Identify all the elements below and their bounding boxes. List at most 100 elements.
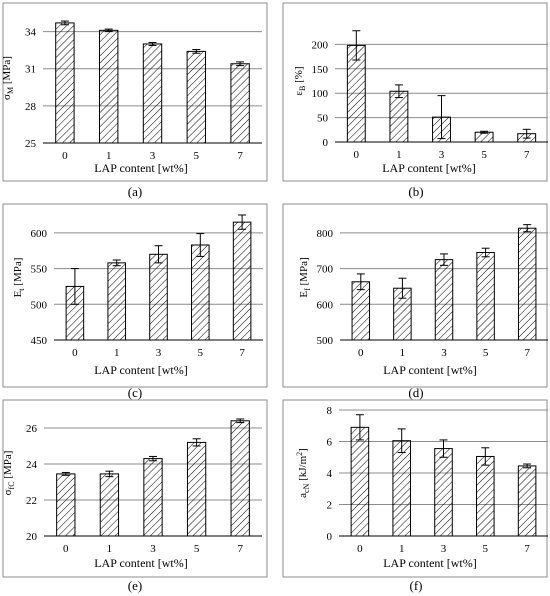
bar-7 bbox=[517, 465, 537, 537]
panel-frame bbox=[2, 399, 268, 578]
x-tick-label: 0 bbox=[357, 543, 363, 555]
y-axis-label: σfC [MPa] bbox=[2, 451, 16, 496]
panel-label: (e) bbox=[128, 578, 142, 593]
y-tick-label: 450 bbox=[31, 335, 48, 347]
bar-5 bbox=[476, 455, 495, 537]
panel-frame bbox=[282, 2, 548, 182]
chart-panel-f: 0 2 4 6 8 0 1 3 5 7 acN [kJ/m2] LAP content [wt%] (f… bbox=[282, 399, 548, 593]
x-axis-label: LAP content [wt%] bbox=[382, 161, 476, 175]
x-tick-label: 3 bbox=[439, 149, 445, 161]
chart-panel-b: 0 50 100 150 200 0 1 3 5 7 εB [%] LAP content [wt%]… bbox=[282, 2, 548, 199]
y-tick-label: 0 bbox=[323, 137, 329, 149]
x-tick-label: 5 bbox=[483, 543, 489, 555]
y-tick-label: 200 bbox=[312, 39, 329, 51]
y-tick-label: 600 bbox=[317, 299, 334, 311]
y-tick-label: 28 bbox=[25, 101, 37, 113]
bar-3 bbox=[143, 458, 163, 537]
bar-0 bbox=[56, 473, 76, 537]
x-axis-label: LAP content [wt%] bbox=[383, 556, 477, 570]
x-tick-label: 0 bbox=[72, 347, 78, 359]
x-axis-label: LAP content [wt%] bbox=[94, 161, 188, 175]
x-tick-label: 3 bbox=[150, 543, 156, 555]
y-axis-label: σM [MPa] bbox=[1, 56, 15, 100]
x-tick-label: 1 bbox=[399, 543, 405, 555]
y-tick-label: 20 bbox=[26, 531, 38, 543]
y-tick-label: 800 bbox=[317, 228, 334, 240]
y-tick-label: 100 bbox=[312, 88, 329, 100]
bar-0 bbox=[55, 22, 75, 144]
bar-7 bbox=[230, 420, 250, 537]
x-tick-label: 5 bbox=[198, 347, 204, 359]
x-tick-label: 3 bbox=[156, 347, 162, 359]
chart-panel-a: 25 28 31 34 0 1 3 5 7 σM [MPa] LAP content [wt%] (a… bbox=[1, 2, 268, 199]
panel-label: (a) bbox=[128, 184, 142, 199]
x-tick-label: 1 bbox=[106, 150, 112, 162]
y-tick-label: 25 bbox=[25, 138, 37, 150]
y-axis-label: εB [%] bbox=[293, 66, 307, 95]
chart-panel-c: 450 500 550 600 0 1 3 5 7 Et [MPa] LAP content [wt… bbox=[2, 203, 268, 400]
bar-3 bbox=[434, 448, 453, 537]
x-tick-label: 0 bbox=[354, 149, 360, 161]
x-tick-label: 1 bbox=[400, 347, 406, 359]
panel-frame bbox=[282, 399, 548, 578]
bar-5 bbox=[191, 244, 210, 341]
bar-1 bbox=[99, 473, 120, 537]
bar-3 bbox=[142, 43, 163, 144]
x-tick-label: 1 bbox=[114, 347, 120, 359]
y-tick-label: 600 bbox=[31, 228, 48, 240]
chart-panel-e: 20 22 24 26 0 1 3 5 7 σfC [MPa] LAP content [wt%] (… bbox=[2, 399, 268, 593]
y-tick-label: 0 bbox=[327, 531, 333, 543]
x-tick-label: 5 bbox=[194, 543, 200, 555]
y-tick-label: 26 bbox=[26, 423, 38, 435]
x-tick-label: 7 bbox=[239, 347, 245, 359]
y-tick-label: 8 bbox=[327, 405, 333, 417]
panel-frame bbox=[2, 2, 268, 182]
bar-5 bbox=[186, 50, 206, 144]
y-tick-label: 31 bbox=[25, 64, 36, 76]
x-tick-label: 7 bbox=[524, 149, 530, 161]
bar-7 bbox=[232, 221, 252, 341]
bar-1 bbox=[389, 90, 409, 143]
y-tick-label: 50 bbox=[317, 113, 329, 125]
y-tick-label: 22 bbox=[26, 495, 37, 507]
y-axis-label: Ef [MPa] bbox=[298, 257, 312, 297]
y-tick-label: 500 bbox=[317, 335, 334, 347]
y-axis-label: acN [kJ/m2] bbox=[295, 448, 311, 498]
y-tick-label: 4 bbox=[327, 468, 333, 480]
x-axis-label: LAP content [wt%] bbox=[383, 363, 477, 377]
chart-panel-d: 500 600 700 800 0 1 3 5 7 Ef [MPa] LAP content [wt… bbox=[282, 203, 548, 400]
x-tick-label: 0 bbox=[63, 543, 69, 555]
y-tick-label: 34 bbox=[25, 27, 37, 39]
x-tick-label: 3 bbox=[441, 543, 447, 555]
x-axis-label: LAP content [wt%] bbox=[94, 556, 188, 570]
panel-frame bbox=[282, 203, 548, 388]
bar-3 bbox=[434, 259, 454, 341]
x-tick-label: 7 bbox=[237, 543, 243, 555]
y-tick-label: 700 bbox=[317, 264, 334, 276]
y-tick-label: 24 bbox=[26, 459, 38, 471]
x-tick-label: 1 bbox=[396, 149, 402, 161]
x-tick-label: 7 bbox=[524, 347, 530, 359]
x-tick-label: 5 bbox=[194, 150, 200, 162]
bar-7 bbox=[517, 227, 537, 341]
y-tick-label: 500 bbox=[31, 299, 48, 311]
panel-label: (f) bbox=[410, 578, 423, 593]
y-tick-label: 150 bbox=[312, 64, 329, 76]
bar-5 bbox=[186, 441, 207, 537]
x-tick-label: 7 bbox=[524, 543, 530, 555]
x-tick-label: 5 bbox=[481, 149, 487, 161]
x-tick-label: 1 bbox=[107, 543, 113, 555]
bar-0 bbox=[351, 281, 371, 341]
bar-7 bbox=[230, 63, 250, 144]
y-tick-label: 2 bbox=[327, 500, 333, 512]
panel-frame bbox=[2, 203, 268, 388]
x-tick-label: 3 bbox=[150, 150, 156, 162]
x-tick-label: 5 bbox=[483, 347, 489, 359]
panel-label: (b) bbox=[408, 184, 423, 199]
bar-1 bbox=[392, 440, 411, 537]
x-tick-label: 0 bbox=[62, 150, 68, 162]
bar-1 bbox=[99, 29, 119, 144]
y-axis-label: Et [MPa] bbox=[12, 258, 26, 298]
x-tick-label: 7 bbox=[237, 150, 243, 162]
